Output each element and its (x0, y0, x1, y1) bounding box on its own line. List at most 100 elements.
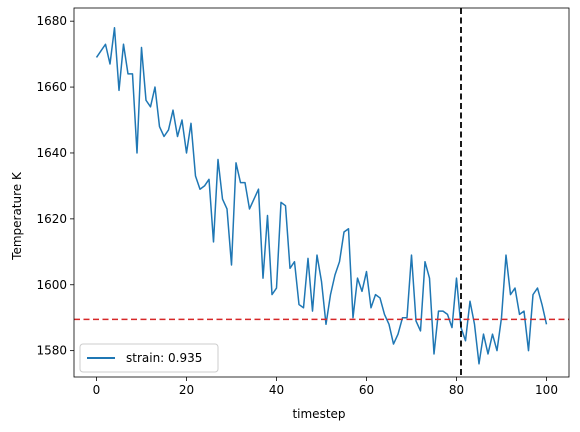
data-point (510, 294, 511, 295)
legend-box (79, 343, 219, 373)
data-point (339, 261, 340, 262)
data-point (276, 287, 277, 288)
data-point (231, 264, 232, 265)
data-point (141, 47, 142, 48)
data-point (469, 301, 470, 302)
data-point (181, 119, 182, 120)
data-point (451, 327, 452, 328)
y-tick-label: 1660 (36, 80, 67, 94)
data-point (483, 334, 484, 335)
data-point (307, 258, 308, 259)
data-point (204, 185, 205, 186)
data-point (195, 175, 196, 176)
data-point (343, 231, 344, 232)
data-point (334, 274, 335, 275)
data-point (537, 287, 538, 288)
x-tick-label: 0 (93, 383, 101, 397)
data-point (442, 311, 443, 312)
y-tick-label: 1600 (36, 278, 67, 292)
data-point (244, 182, 245, 183)
data-point (420, 330, 421, 331)
data-point (501, 317, 502, 318)
data-point (267, 215, 268, 216)
data-point (150, 106, 151, 107)
y-tick-label: 1620 (36, 212, 67, 226)
data-point (222, 198, 223, 199)
data-point (208, 179, 209, 180)
data-point (528, 350, 529, 351)
data-point (393, 343, 394, 344)
data-point (186, 152, 187, 153)
data-point (361, 291, 362, 292)
data-point (163, 136, 164, 137)
data-point (226, 208, 227, 209)
data-point (397, 334, 398, 335)
data-point (271, 294, 272, 295)
data-point (136, 152, 137, 153)
data-point (105, 44, 106, 45)
data-point (96, 57, 97, 58)
data-point (415, 320, 416, 321)
data-point (523, 311, 524, 312)
data-point (411, 255, 412, 256)
data-point (190, 123, 191, 124)
data-point (145, 100, 146, 101)
data-point (357, 278, 358, 279)
data-point (424, 261, 425, 262)
data-point (370, 307, 371, 308)
data-point (177, 136, 178, 137)
data-point (298, 304, 299, 305)
data-point (199, 189, 200, 190)
data-point (514, 287, 515, 288)
data-point (303, 307, 304, 308)
data-point (366, 271, 367, 272)
data-point (438, 311, 439, 312)
data-point (258, 189, 259, 190)
data-point (132, 73, 133, 74)
x-tick-label: 100 (535, 383, 558, 397)
data-point (127, 73, 128, 74)
data-point (316, 255, 317, 256)
data-point (312, 311, 313, 312)
data-point (375, 294, 376, 295)
data-point (496, 350, 497, 351)
data-point (519, 314, 520, 315)
data-point (249, 208, 250, 209)
y-tick-label: 1680 (36, 14, 67, 28)
x-tick-label: 60 (359, 383, 374, 397)
data-point (118, 90, 119, 91)
x-axis-title: timestep (292, 407, 345, 421)
data-point (123, 44, 124, 45)
data-point (406, 317, 407, 318)
data-point (456, 278, 457, 279)
data-point (352, 317, 353, 318)
series-line-0 (95, 27, 548, 365)
data-point (217, 159, 218, 160)
data-point (402, 317, 403, 318)
x-tick-label: 40 (269, 383, 284, 397)
data-point (325, 324, 326, 325)
data-point (240, 182, 241, 183)
data-point (294, 261, 295, 262)
data-point (384, 314, 385, 315)
data-point (492, 334, 493, 335)
data-point (546, 324, 547, 325)
data-point (100, 50, 101, 51)
data-point (330, 294, 331, 295)
data-point (289, 268, 290, 269)
data-point (447, 314, 448, 315)
data-point (280, 202, 281, 203)
data-point (154, 86, 155, 87)
data-point (321, 281, 322, 282)
x-tick-label: 80 (449, 383, 464, 397)
data-point (109, 63, 110, 64)
data-point (505, 255, 506, 256)
x-tick-label: 20 (179, 383, 194, 397)
y-tick-label: 1580 (36, 344, 67, 358)
data-point (429, 278, 430, 279)
data-point (541, 304, 542, 305)
legend-label: strain: 0.935 (126, 351, 202, 365)
data-point (253, 198, 254, 199)
axes-frame (73, 7, 570, 378)
